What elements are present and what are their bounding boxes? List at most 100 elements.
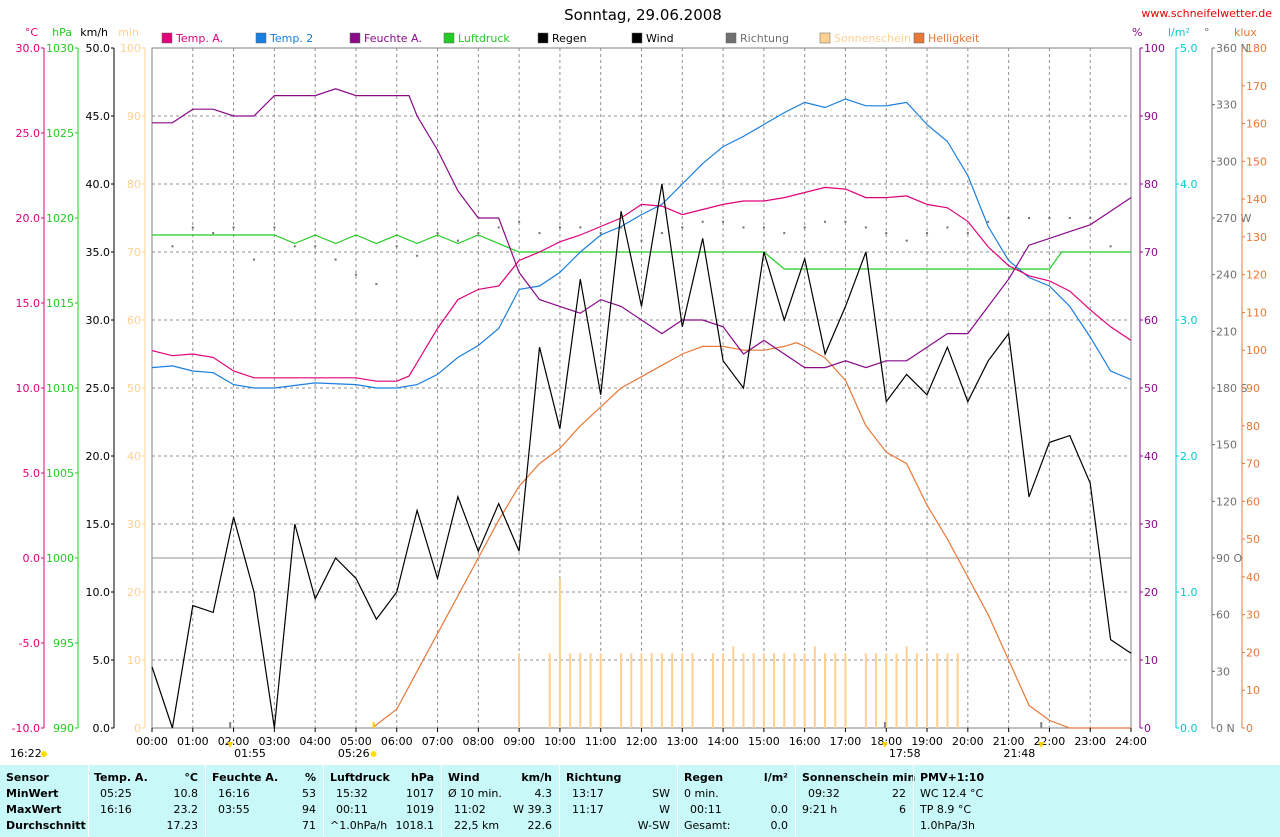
luftdruck-max-time: 00:11 bbox=[336, 803, 368, 816]
axis-tick-label: 25.0 bbox=[16, 127, 41, 140]
legend-label: Richtung bbox=[740, 32, 789, 45]
luftdruck-trend: ^1.0hPa/h bbox=[330, 819, 388, 832]
axis-tick-label: 10 bbox=[127, 654, 141, 667]
direction-dot bbox=[660, 232, 663, 235]
richtung-max-time: 11:17 bbox=[572, 803, 604, 816]
temp-unit: °C bbox=[184, 771, 198, 784]
x-tick-label: 07:00 bbox=[422, 735, 454, 748]
axis-tick-label: 990 bbox=[53, 722, 74, 735]
direction-dots bbox=[171, 217, 1112, 286]
marker-left-time: 16:22 bbox=[10, 747, 42, 760]
legend-label: Sonnenschein bbox=[834, 32, 911, 45]
direction-dot bbox=[212, 232, 215, 235]
axis-tick-label: 50 bbox=[1246, 533, 1260, 546]
direction-dot bbox=[946, 226, 949, 229]
time-markers: 16:22 05:26 01:55 17:58 21:48 bbox=[10, 722, 1045, 760]
direction-dot bbox=[1007, 217, 1010, 219]
row-avg-label: Durchschnitt bbox=[6, 819, 86, 832]
axis-tick-label: 40.0 bbox=[86, 178, 111, 191]
axis-tick-label: 1005 bbox=[46, 467, 74, 480]
axis-tick-label: 180 bbox=[1246, 42, 1267, 55]
direction-dot bbox=[375, 283, 378, 286]
event-time: 21:48 bbox=[1004, 747, 1036, 760]
sonne-header: Sonnenschein min bbox=[802, 771, 916, 784]
axis-tick-label: 50 bbox=[1144, 382, 1158, 395]
axis-tick-label: 0 N bbox=[1216, 722, 1235, 735]
chart-legend: Temp. A. Temp. 2 Feuchte A. Luftdruck Regen W… bbox=[161, 32, 980, 45]
axis-tick-label: 90 bbox=[1246, 382, 1260, 395]
richtung-max: W bbox=[659, 803, 670, 816]
axis-tick-label: 30 bbox=[1246, 609, 1260, 622]
luftdruck-header: Luftdruck bbox=[330, 771, 390, 784]
direction-dot bbox=[599, 232, 602, 235]
axis-tick-label: 90 bbox=[127, 110, 141, 123]
direction-dot bbox=[966, 232, 969, 235]
legend-label: Luftdruck bbox=[458, 32, 510, 45]
legend-label: Temp. A. bbox=[175, 32, 223, 45]
legend-swatch bbox=[443, 32, 455, 44]
direction-dot bbox=[314, 245, 317, 248]
axis-tick-label: 10 bbox=[1144, 654, 1158, 667]
axis-tick-label: 120 bbox=[1216, 495, 1237, 508]
summary-feuchte: Feuchte A.% 16:16 53 03:55 94 71 bbox=[212, 765, 318, 837]
series-line-helligkeit bbox=[371, 342, 1131, 729]
sunrise-time: 05:26 bbox=[338, 747, 370, 760]
axis-unit: l/m² bbox=[1168, 26, 1190, 39]
direction-dot bbox=[803, 226, 806, 229]
axis-tick-label: 50 bbox=[127, 382, 141, 395]
axis-tick-label: 60 bbox=[1216, 609, 1230, 622]
axis-tick-label: 150 bbox=[1246, 155, 1267, 168]
direction-dot bbox=[864, 226, 867, 229]
legend-swatch bbox=[913, 32, 925, 44]
legend-swatch bbox=[819, 32, 831, 44]
direction-dot bbox=[191, 226, 194, 229]
regen-duration: 0 min. bbox=[684, 787, 719, 800]
pmv-windchill: WC 12.4 °C bbox=[920, 787, 984, 800]
x-tick-label: 15:00 bbox=[748, 735, 780, 748]
feuchte-header: Feuchte A. bbox=[212, 771, 279, 784]
temp-min-time: 05:25 bbox=[100, 787, 132, 800]
event-time: 17:58 bbox=[889, 747, 921, 760]
axis-tick-label: 1015 bbox=[46, 297, 74, 310]
x-tick-label: 05:00 bbox=[340, 735, 372, 748]
x-tick-label: 24:00 bbox=[1115, 735, 1147, 748]
wind-header: Wind bbox=[448, 771, 480, 784]
wind-avg: 22.6 bbox=[527, 819, 553, 832]
direction-dot bbox=[885, 232, 888, 235]
x-tick-label: 21:00 bbox=[993, 735, 1025, 748]
axis-tick-label: 240 bbox=[1216, 269, 1237, 282]
direction-dot bbox=[252, 258, 255, 261]
axis-tick-label: 0 bbox=[1144, 722, 1151, 735]
x-tick-label: 11:00 bbox=[585, 735, 617, 748]
direction-dot bbox=[436, 232, 439, 235]
wind-avg10-label: Ø 10 min. bbox=[448, 787, 502, 800]
website-link[interactable]: www.schneifelwetter.de bbox=[1141, 7, 1272, 20]
pmv-pressure-trend: 1.0hPa/3h bbox=[920, 819, 976, 832]
axis-tick-label: 300 bbox=[1216, 155, 1237, 168]
sonne-max: 22 bbox=[892, 787, 906, 800]
x-tick-label: 12:00 bbox=[626, 735, 658, 748]
row-max-label: MaxWert bbox=[6, 803, 62, 816]
event-time: 01:55 bbox=[234, 747, 266, 760]
summary-luftdruck: Luftdruck hPa 15:32 1017 00:11 1019 ^1.0hPa… bbox=[330, 765, 436, 837]
direction-dot bbox=[742, 226, 745, 229]
axis-tick-label: 20 bbox=[127, 586, 141, 599]
series-line-temp-a bbox=[151, 186, 1132, 382]
direction-dot bbox=[640, 239, 643, 242]
x-tick-label: 02:00 bbox=[218, 735, 250, 748]
axis-tick-label: 60 bbox=[1144, 314, 1158, 327]
luftdruck-unit: hPa bbox=[410, 771, 434, 784]
axis-tick-label: 100 bbox=[1144, 42, 1165, 55]
luftdruck-max: 1019 bbox=[406, 803, 434, 816]
sunshine-bars bbox=[518, 578, 959, 728]
chart-background bbox=[0, 0, 1280, 765]
direction-dot bbox=[1048, 217, 1051, 219]
x-tick-label: 14:00 bbox=[707, 735, 739, 748]
x-tick-label: 00:00 bbox=[136, 735, 168, 748]
axis-tick-label: 70 bbox=[127, 246, 141, 259]
direction-dot bbox=[1068, 217, 1071, 219]
summary-sensor: Sensor MinWert MaxWert Durchschnitt bbox=[6, 765, 88, 837]
axis-tick-label: 20.0 bbox=[86, 450, 111, 463]
feuchte-min-time: 16:16 bbox=[218, 787, 250, 800]
axis-tick-label: 10.0 bbox=[16, 382, 41, 395]
